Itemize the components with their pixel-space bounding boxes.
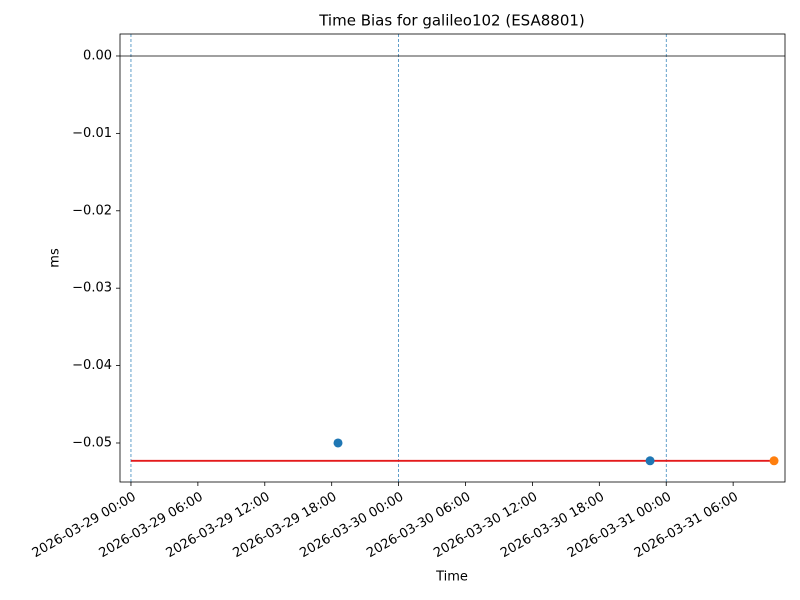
chart-title: Time Bias for galileo102 (ESA8801) xyxy=(318,12,585,30)
y-axis-label: ms xyxy=(48,248,63,268)
y-tick-label: −0.03 xyxy=(72,281,112,296)
data-point xyxy=(333,438,343,448)
y-tick-label: 0.00 xyxy=(83,48,112,63)
y-tick-label: −0.01 xyxy=(72,126,112,141)
y-tick-label: −0.05 xyxy=(72,435,112,450)
x-axis-label: Time xyxy=(435,570,468,585)
y-tick-label: −0.02 xyxy=(72,203,112,218)
plot-frame xyxy=(119,33,786,483)
data-point xyxy=(769,456,779,466)
y-tick-label: −0.04 xyxy=(72,358,112,373)
data-point xyxy=(645,456,655,466)
